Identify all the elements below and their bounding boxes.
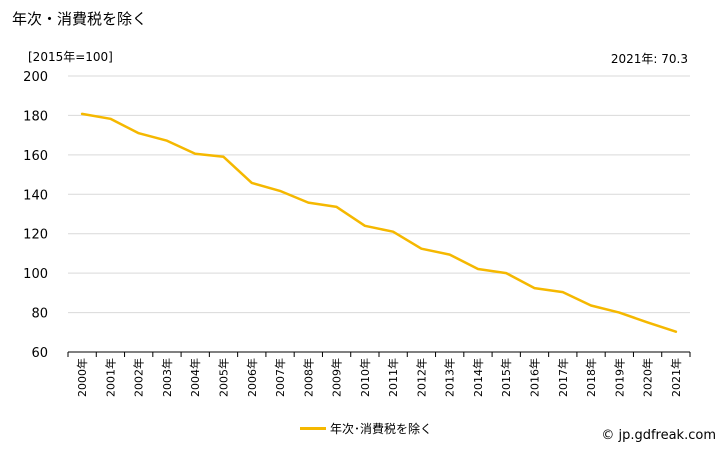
x-tick-label: 2019年 bbox=[612, 358, 626, 397]
x-tick-label: 2003年 bbox=[160, 358, 174, 397]
legend-swatch bbox=[300, 427, 326, 430]
x-tick-label: 2011年 bbox=[386, 358, 400, 397]
x-tick-label: 2010年 bbox=[358, 358, 372, 397]
latest-value-label: 2021年: 70.3 bbox=[610, 52, 688, 66]
x-tick-label: 2020年 bbox=[641, 358, 655, 397]
x-tick-label: 2006年 bbox=[245, 358, 259, 397]
page-title: 年次・消費税を除く bbox=[12, 10, 148, 28]
x-tick-label: 2018年 bbox=[584, 358, 598, 397]
y-tick-label: 160 bbox=[23, 149, 48, 164]
x-tick-label: 2014年 bbox=[471, 358, 485, 397]
y-tick-label: 80 bbox=[31, 307, 48, 322]
unit-label: [2015年=100] bbox=[28, 50, 113, 64]
x-tick-label: 2013年 bbox=[443, 358, 457, 397]
x-tick-label: 2016年 bbox=[528, 358, 542, 397]
x-tick-label: 2015年 bbox=[499, 358, 513, 397]
source-credit: © jp.gdfreak.com bbox=[601, 428, 716, 443]
x-tick-label: 2017年 bbox=[556, 358, 570, 397]
y-tick-label: 180 bbox=[23, 109, 48, 124]
x-tick-label: 2002年 bbox=[132, 358, 146, 397]
legend-label: 年次･消費税を除く bbox=[330, 422, 433, 436]
x-tick-label: 2001年 bbox=[103, 358, 117, 397]
chart-legend: 年次･消費税を除く bbox=[300, 420, 432, 437]
x-tick-label: 2007年 bbox=[273, 358, 287, 397]
y-tick-label: 60 bbox=[31, 346, 48, 361]
y-tick-label: 120 bbox=[23, 228, 48, 243]
x-tick-label: 2005年 bbox=[217, 358, 231, 397]
series-line bbox=[80, 112, 678, 333]
x-tick-label: 2008年 bbox=[301, 358, 315, 397]
x-tick-label: 2000年 bbox=[75, 358, 89, 397]
x-tick-label: 2009年 bbox=[330, 358, 344, 397]
x-tick-label: 2004年 bbox=[188, 358, 202, 397]
x-tick-label: 2021年 bbox=[669, 358, 683, 397]
y-tick-label: 140 bbox=[23, 188, 48, 203]
x-tick-label: 2012年 bbox=[414, 358, 428, 397]
y-tick-label: 100 bbox=[23, 267, 48, 282]
y-tick-label: 200 bbox=[23, 70, 48, 85]
